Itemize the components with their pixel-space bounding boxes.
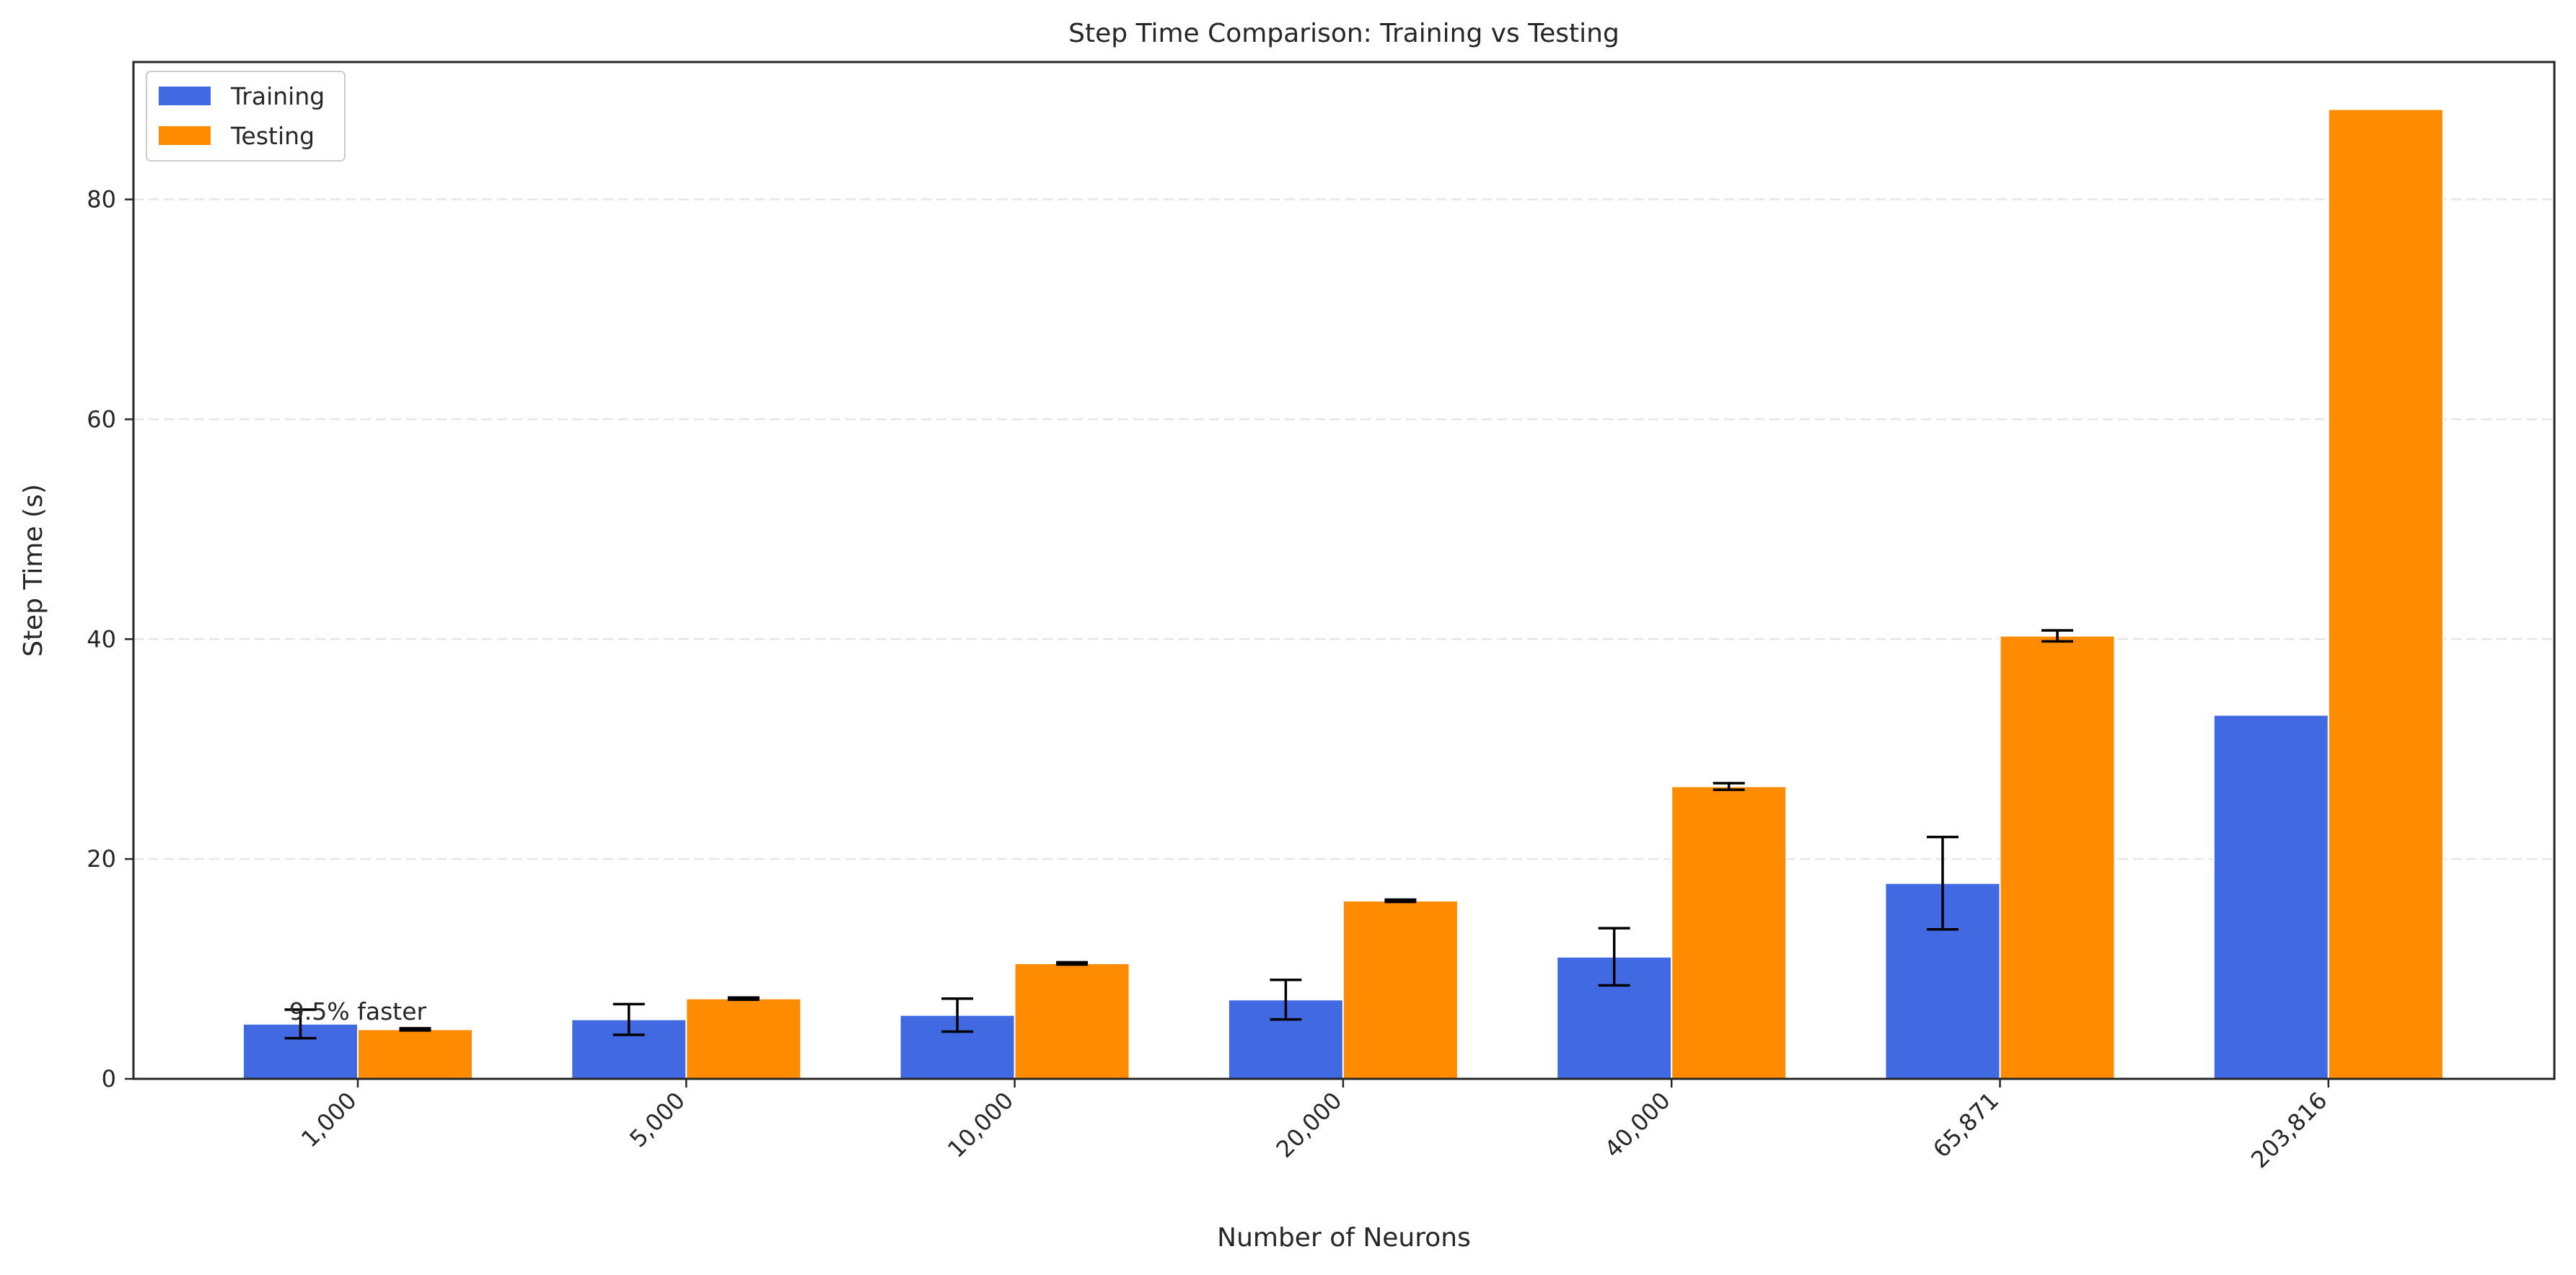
x-axis: 1,000 5,000 10,000 20,000 40,000 65,871 203,81… bbox=[296, 1079, 2332, 1173]
legend-label-testing: Testing bbox=[230, 122, 315, 150]
y-tick-label: 20 bbox=[87, 845, 116, 873]
x-tick-label: 1,000 bbox=[296, 1087, 362, 1153]
bar-training-203-816 bbox=[2212, 714, 2329, 1080]
bar-testing-203-816 bbox=[2327, 108, 2444, 1080]
y-axis-label: Step Time (s) bbox=[19, 484, 48, 657]
error-bars bbox=[284, 629, 2073, 1040]
y-tick-label: 0 bbox=[102, 1065, 116, 1093]
bar-testing-20-000 bbox=[1342, 900, 1459, 1080]
bar-testing-5-000 bbox=[685, 997, 802, 1080]
bar-testing-10-000 bbox=[1014, 962, 1130, 1080]
y-axis: 0 20 40 60 80 bbox=[87, 186, 133, 1093]
chart-title: Step Time Comparison: Training vs Testin… bbox=[1068, 19, 1619, 48]
annotation-text: 9.5% faster bbox=[289, 997, 427, 1025]
x-tick-label: 40,000 bbox=[1599, 1087, 1676, 1163]
x-tick-label: 10,000 bbox=[942, 1087, 1019, 1163]
bar-testing-65-871 bbox=[1999, 635, 2116, 1080]
annotations: 9.5% faster bbox=[289, 997, 427, 1025]
grid-lines bbox=[133, 198, 2554, 860]
x-tick-label: 20,000 bbox=[1271, 1087, 1348, 1163]
y-tick-label: 80 bbox=[87, 186, 116, 213]
y-tick-label: 60 bbox=[87, 405, 116, 433]
x-tick-label: 65,871 bbox=[1927, 1087, 2004, 1163]
bars bbox=[242, 108, 2444, 1080]
x-tick-label: 203,816 bbox=[2246, 1087, 2332, 1173]
y-tick-label: 40 bbox=[87, 625, 116, 653]
legend-swatch-testing bbox=[159, 126, 211, 145]
legend: Training Testing bbox=[146, 71, 346, 162]
x-axis-label: Number of Neurons bbox=[1217, 1223, 1471, 1253]
bar-testing-40-000 bbox=[1671, 785, 1788, 1080]
bar-testing-1-000 bbox=[357, 1028, 473, 1080]
legend-swatch-training bbox=[159, 87, 211, 105]
legend-label-training: Training bbox=[230, 82, 325, 110]
x-tick-label: 5,000 bbox=[624, 1087, 690, 1153]
